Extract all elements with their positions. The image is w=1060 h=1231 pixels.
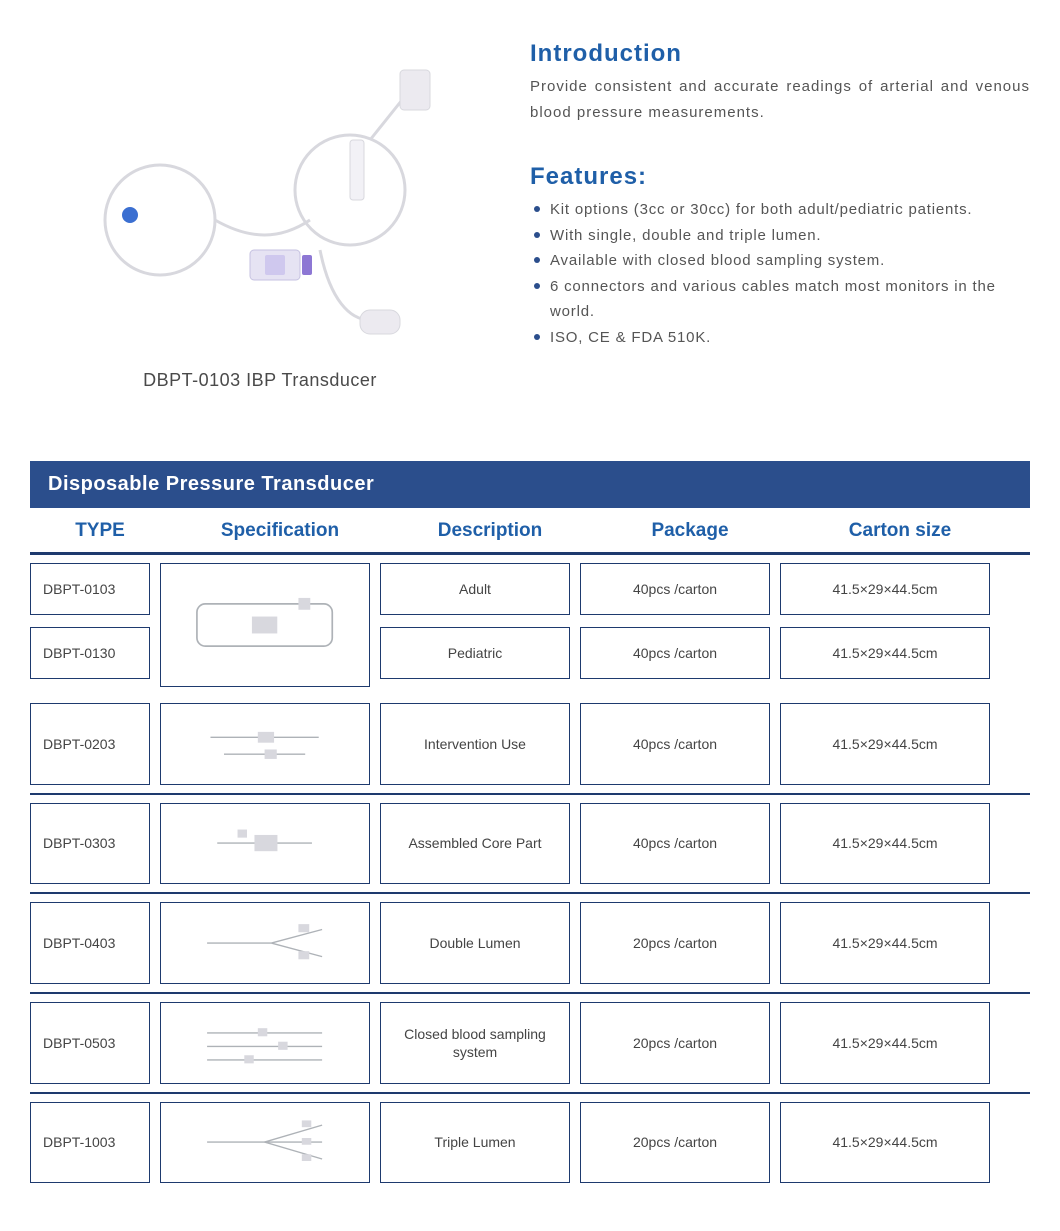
feature-item: With single, double and triple lumen. (534, 223, 1030, 249)
features-list: Kit options (3cc or 30cc) for both adult… (530, 197, 1030, 350)
table-title: Disposable Pressure Transducer (30, 461, 1030, 508)
cell-size: 41.5×29×44.5cm (780, 563, 990, 615)
cell-type: DBPT-0103 (30, 563, 150, 615)
cell-desc: Pediatric (380, 627, 570, 679)
cell-type: DBPT-0403 (30, 902, 150, 984)
cell-type: DBPT-0130 (30, 627, 150, 679)
cell-size: 41.5×29×44.5cm (780, 703, 990, 785)
table-row: DBPT-0203 Intervention Use40pcs /carton41… (30, 695, 1030, 793)
th-desc: Description (390, 520, 590, 542)
th-pkg: Package (590, 520, 790, 542)
spec-table: Disposable Pressure Transducer TYPE Spec… (30, 461, 1030, 1191)
feature-item: Kit options (3cc or 30cc) for both adult… (534, 197, 1030, 223)
cell-type: DBPT-0203 (30, 703, 150, 785)
table-row-group: DBPT-0103 DBPT-0130 Adult Pediatric40pcs /c… (30, 555, 1030, 695)
cell-desc: Closed blood sampling system (380, 1002, 570, 1084)
cell-spec (160, 1002, 370, 1084)
cell-desc: Triple Lumen (380, 1102, 570, 1184)
cell-type: DBPT-1003 (30, 1102, 150, 1184)
transducer-illustration-icon (70, 50, 450, 350)
cell-size: 41.5×29×44.5cm (780, 627, 990, 679)
cell-desc: Adult (380, 563, 570, 615)
cell-type: DBPT-0303 (30, 803, 150, 885)
spec-diagram-icon (180, 581, 349, 669)
product-caption: DBPT-0103 IBP Transducer (143, 370, 377, 391)
cell-pkg: 40pcs /carton (580, 803, 770, 885)
spec-diagram-icon (180, 1016, 349, 1070)
product-image (70, 50, 450, 350)
cell-pkg: 20pcs /carton (580, 902, 770, 984)
cell-pkg: 20pcs /carton (580, 1002, 770, 1084)
cell-spec (160, 803, 370, 885)
cell-pkg: 40pcs /carton (580, 563, 770, 615)
product-column: DBPT-0103 IBP Transducer (30, 30, 490, 391)
cell-size: 41.5×29×44.5cm (780, 1002, 990, 1084)
th-size: Carton size (790, 520, 1010, 542)
th-type: TYPE (30, 520, 170, 542)
cell-type: DBPT-0503 (30, 1002, 150, 1084)
intro-heading: Introduction (530, 40, 1030, 68)
table-body: DBPT-0103DBPT-0130AdultPediatric40pcs /c… (30, 555, 1030, 1191)
cell-size: 41.5×29×44.5cm (780, 902, 990, 984)
cell-spec (160, 703, 370, 785)
cell-desc: Assembled Core Part (380, 803, 570, 885)
spec-diagram-icon (180, 1115, 349, 1169)
cell-desc: Double Lumen (380, 902, 570, 984)
th-spec: Specification (170, 520, 390, 542)
feature-item: Available with closed blood sampling sys… (534, 248, 1030, 274)
cell-pkg: 40pcs /carton (580, 703, 770, 785)
spec-diagram-icon (180, 816, 349, 870)
cell-pkg: 20pcs /carton (580, 1102, 770, 1184)
table-row: DBPT-0303 Assembled Core Part40pcs /carto… (30, 793, 1030, 893)
intro-text: Provide consistent and accurate readings… (530, 74, 1030, 125)
top-section: DBPT-0103 IBP Transducer Introduction Pr… (30, 30, 1030, 391)
table-header-row: TYPE Specification Description Package C… (30, 508, 1030, 555)
table-row: DBPT-0403 Double Lumen20pcs /carton41.5×2… (30, 892, 1030, 992)
cell-spec (160, 1102, 370, 1184)
table-row: DBPT-1003 Triple Lumen20pcs /carton41.5×2… (30, 1092, 1030, 1192)
feature-item: ISO, CE & FDA 510K. (534, 325, 1030, 351)
cell-desc: Intervention Use (380, 703, 570, 785)
cell-size: 41.5×29×44.5cm (780, 1102, 990, 1184)
cell-pkg: 40pcs /carton (580, 627, 770, 679)
cell-spec (160, 902, 370, 984)
spec-diagram-icon (180, 717, 349, 771)
feature-item: 6 connectors and various cables match mo… (534, 274, 1030, 325)
cell-spec (160, 563, 370, 687)
spec-diagram-icon (180, 916, 349, 970)
features-heading: Features: (530, 163, 1030, 191)
info-column: Introduction Provide consistent and accu… (530, 30, 1030, 391)
cell-size: 41.5×29×44.5cm (780, 803, 990, 885)
table-row: DBPT-0503 Closed blood sampling system20p… (30, 992, 1030, 1092)
